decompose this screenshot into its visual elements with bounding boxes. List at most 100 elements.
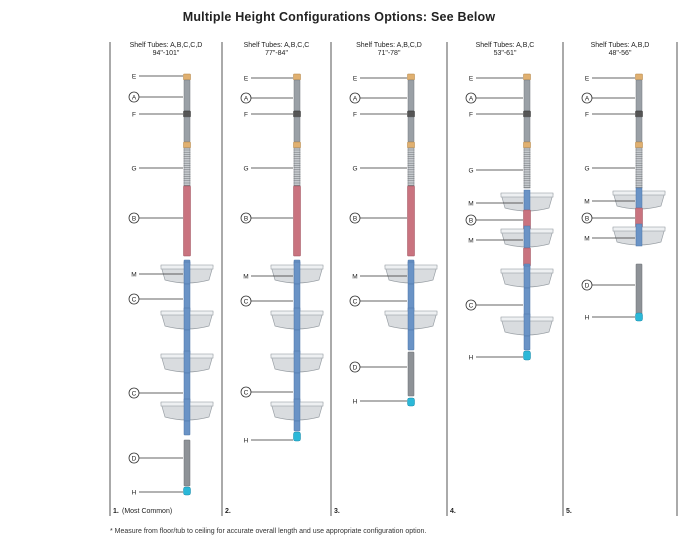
part-label-g: G [352, 165, 407, 172]
label-letter: M [584, 198, 589, 205]
part-label-c: C [128, 387, 183, 399]
shelf-collar [635, 223, 643, 247]
part-label-h: H [585, 314, 635, 321]
chrome-tube [523, 116, 531, 143]
shelf-collar [293, 350, 301, 374]
label-letter: M [584, 235, 589, 242]
shelf-collar [183, 350, 191, 374]
config-range: 77"-84" [265, 50, 288, 57]
part-label-e: E [353, 75, 407, 82]
blue-tube [407, 329, 415, 351]
label-letter: C [132, 390, 137, 397]
part-label-e: E [244, 75, 293, 82]
part-label-a: A [349, 92, 407, 104]
chrome-tube [293, 79, 301, 112]
chrome-tube [183, 79, 191, 112]
gray-tube [407, 351, 415, 397]
label-letter: E [469, 75, 474, 82]
part-label-m: M [352, 273, 407, 280]
blue-tube [523, 287, 531, 319]
config-4: Shelf Tubes: A,B,C53"-61" E A F G M B M C H 4. [450, 42, 554, 515]
label-letter: D [353, 364, 358, 371]
part-label-f: F [469, 111, 523, 118]
config-header: Shelf Tubes: A,B,C,C,D [130, 42, 203, 49]
part-label-e: E [469, 75, 523, 82]
config-5: Shelf Tubes: A,B,D48"-56" E A F G M B M D H 5. [566, 42, 666, 515]
gray-tube [183, 439, 191, 487]
joint-tube [635, 110, 643, 118]
config-3: Shelf Tubes: A,B,C,D71"-78" E A F G B M C D H 3. [334, 42, 438, 515]
red-tube [293, 185, 301, 257]
part-label-m: M [131, 271, 183, 278]
foot-tube [635, 312, 643, 322]
part-label-a: A [128, 91, 183, 103]
part-label-c: C [465, 299, 523, 311]
config-1: Shelf Tubes: A,B,C,C,D94"-101" E A F G B M C C D H… [113, 42, 214, 515]
part-label-g: G [584, 165, 635, 172]
label-letter: M [131, 271, 136, 278]
cap-tube [183, 141, 191, 149]
part-label-b: B [128, 212, 183, 224]
part-label-m: M [468, 200, 523, 207]
label-letter: C [244, 389, 249, 396]
config-range: 53"-61" [494, 50, 517, 57]
part-label-b: B [465, 214, 523, 226]
config-note: (Most Common) [122, 508, 172, 515]
config-header: Shelf Tubes: A,B,C,D [356, 42, 422, 49]
label-letter: C [244, 298, 249, 305]
joint-tube [407, 110, 415, 118]
shelf-collar [407, 261, 415, 285]
cap-tube [407, 73, 415, 81]
shelf-collar [293, 307, 301, 331]
chrome-tube [293, 116, 301, 143]
label-letter: F [132, 111, 136, 118]
config-number: 4. [450, 508, 456, 515]
label-letter: H [353, 398, 358, 405]
pole-assembly [612, 73, 666, 322]
part-label-e: E [585, 75, 635, 82]
label-letter: F [585, 111, 589, 118]
footnote: * Measure from floor/tub to ceiling for … [110, 528, 427, 535]
shelf-collar [523, 225, 531, 249]
shelf-collar [293, 261, 301, 285]
label-letter: A [469, 95, 474, 102]
joint-tube [523, 110, 531, 118]
part-label-c: C [349, 295, 407, 307]
config-range: 48"-56" [609, 50, 632, 57]
label-letter: A [585, 95, 590, 102]
part-label-h: H [353, 398, 407, 405]
part-label-c: C [240, 295, 293, 307]
chrome-tube [407, 79, 415, 112]
blue-tube [183, 420, 191, 436]
label-letter: B [469, 217, 473, 224]
part-label-g: G [243, 165, 293, 172]
part-label-c: C [240, 386, 293, 398]
chrome-tube [523, 79, 531, 112]
shelf-collar [183, 307, 191, 331]
cap-tube [293, 141, 301, 149]
label-letter: A [132, 94, 137, 101]
blue-tube [293, 420, 301, 432]
red-tube [407, 185, 415, 257]
foot-tube [523, 350, 531, 361]
part-label-d: D [128, 452, 183, 464]
blue-tube [183, 329, 191, 355]
part-label-f: F [132, 111, 183, 118]
part-label-b: B [581, 212, 635, 224]
label-letter: M [243, 273, 248, 280]
label-letter: B [244, 215, 248, 222]
shelf-collar [523, 265, 531, 289]
label-letter: E [585, 75, 590, 82]
blue-tube [293, 329, 301, 355]
pole-assembly [500, 73, 554, 361]
spring-tube [635, 147, 643, 189]
shelf-collar [293, 398, 301, 422]
cap-tube [293, 73, 301, 81]
diagram-title: Multiple Height Configurations Options: … [182, 10, 496, 24]
config-number: 2. [225, 508, 231, 515]
chrome-tube [183, 116, 191, 143]
part-label-e: E [132, 73, 183, 80]
shelf-collar [523, 313, 531, 337]
blue-tube [523, 335, 531, 351]
